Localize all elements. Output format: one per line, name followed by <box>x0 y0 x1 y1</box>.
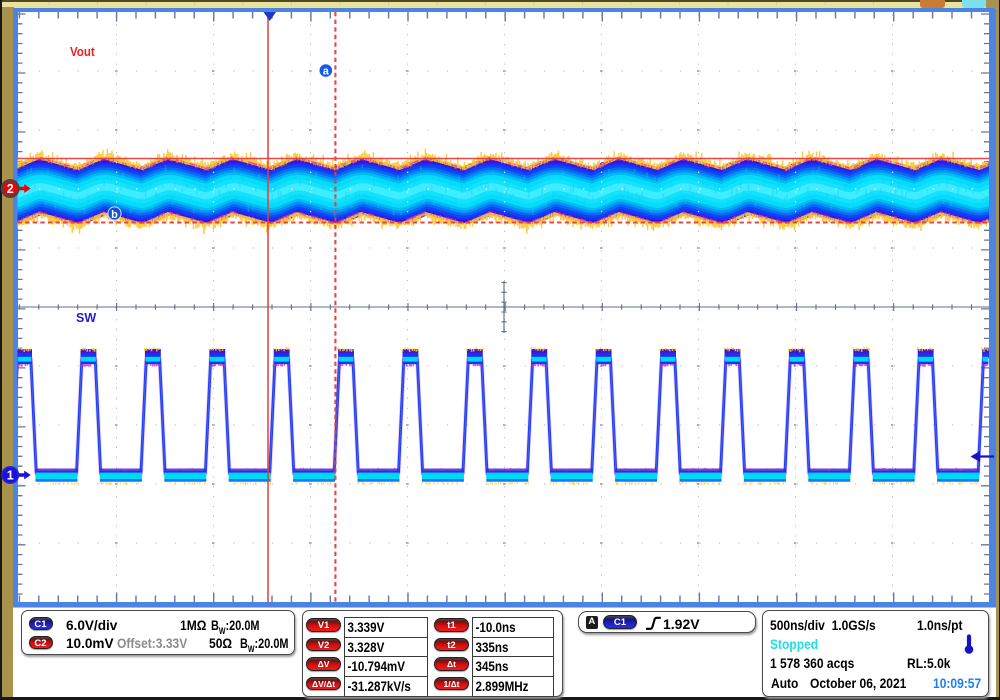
svg-text:2: 2 <box>7 182 14 196</box>
svg-text:a: a <box>323 66 330 78</box>
svg-text:1: 1 <box>7 469 14 483</box>
svg-text:SW: SW <box>76 311 96 325</box>
svg-text:b: b <box>111 209 118 221</box>
svg-text:Vout: Vout <box>70 45 95 60</box>
